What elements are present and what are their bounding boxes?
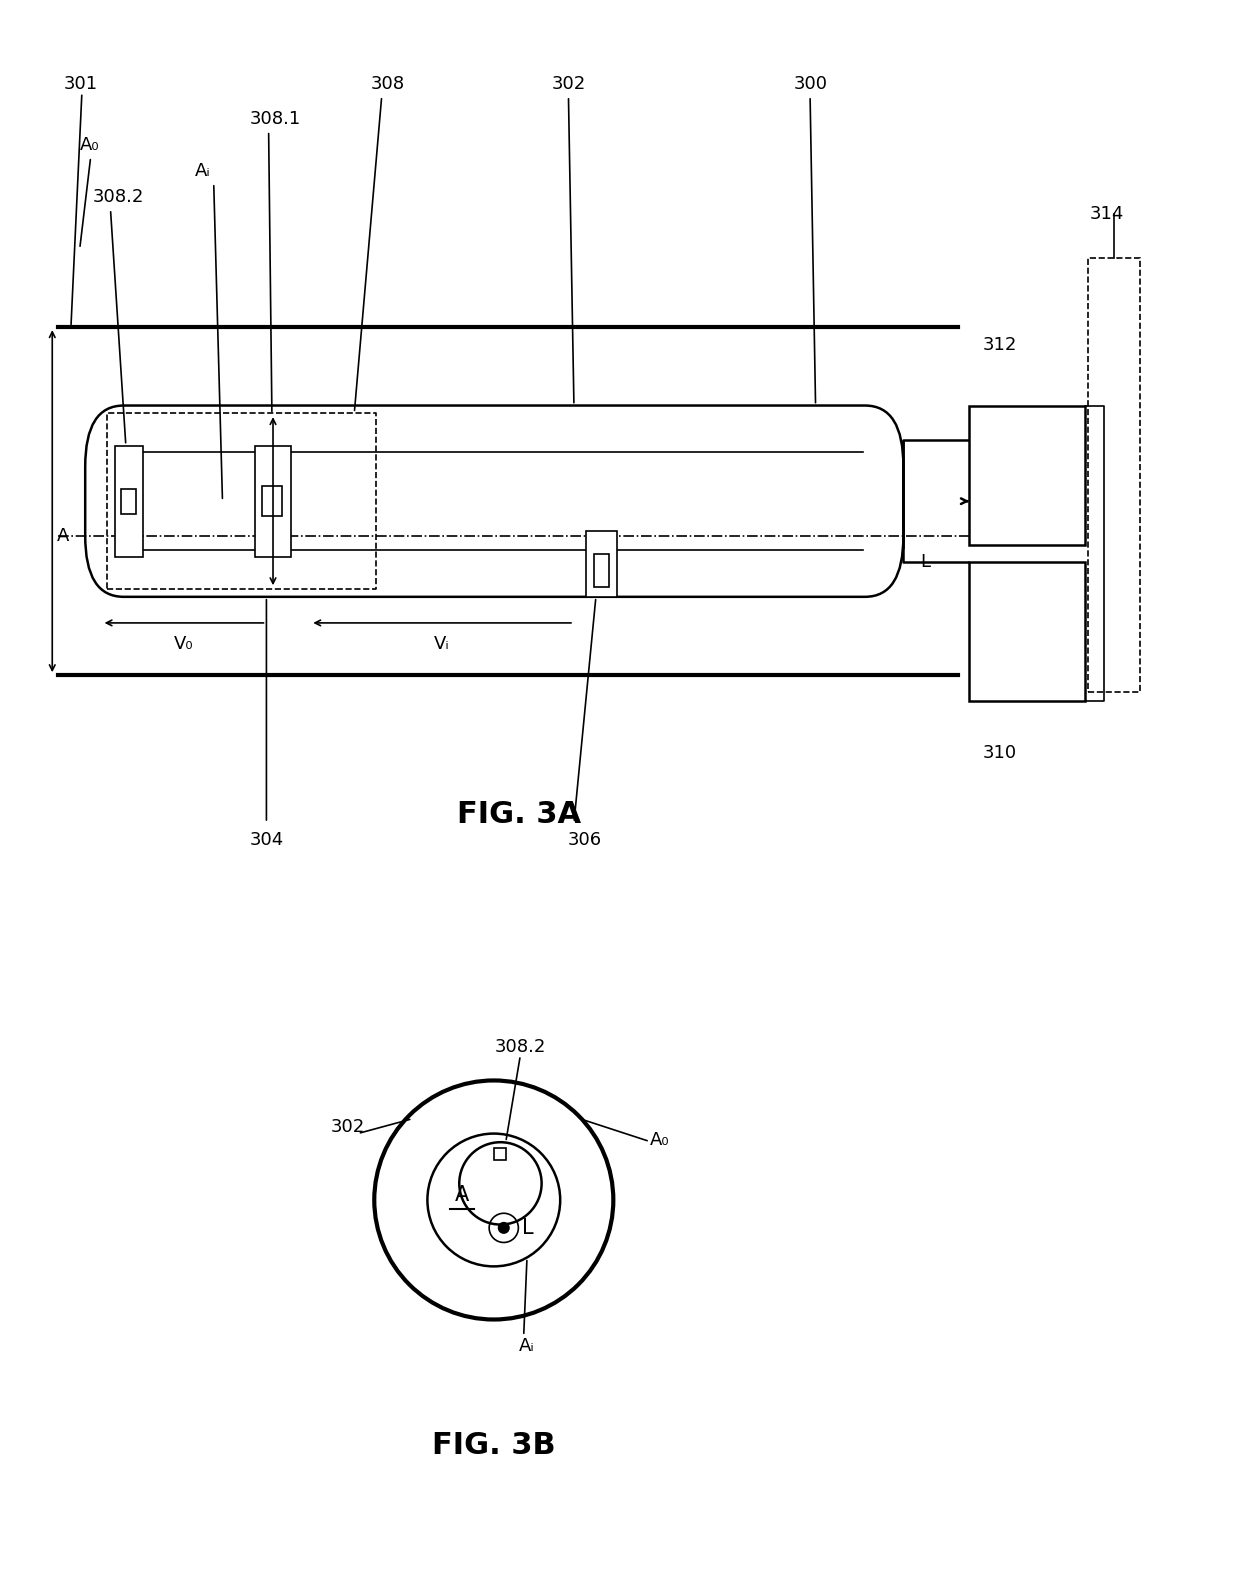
Text: A₀: A₀ bbox=[650, 1132, 670, 1149]
Text: 308.2: 308.2 bbox=[93, 188, 144, 206]
Bar bbox=[970, 406, 1085, 544]
Text: V₀: V₀ bbox=[175, 636, 193, 653]
Text: 302: 302 bbox=[552, 74, 587, 93]
Bar bbox=[587, 531, 616, 598]
Bar bbox=[495, 1148, 506, 1160]
Text: 308: 308 bbox=[371, 74, 405, 93]
Text: 302: 302 bbox=[331, 1118, 365, 1135]
Text: Aᵢ: Aᵢ bbox=[195, 161, 211, 180]
Text: 304: 304 bbox=[249, 832, 284, 849]
Bar bbox=[120, 489, 136, 514]
Text: A: A bbox=[455, 1184, 469, 1205]
Circle shape bbox=[498, 1222, 510, 1233]
Text: 300: 300 bbox=[794, 74, 827, 93]
Bar bbox=[594, 553, 609, 587]
Text: 301: 301 bbox=[63, 74, 98, 93]
Text: L: L bbox=[522, 1217, 534, 1238]
Text: 314: 314 bbox=[1090, 206, 1123, 223]
FancyBboxPatch shape bbox=[86, 406, 904, 598]
Text: 308.2: 308.2 bbox=[495, 1039, 546, 1056]
Text: A: A bbox=[57, 526, 69, 545]
Bar bbox=[1087, 258, 1140, 692]
Text: FIG. 3A: FIG. 3A bbox=[458, 800, 582, 828]
Bar bbox=[255, 446, 290, 557]
Text: 312: 312 bbox=[982, 335, 1017, 354]
Text: A₀: A₀ bbox=[79, 136, 99, 153]
Text: 306: 306 bbox=[568, 832, 601, 849]
Text: FIG. 3B: FIG. 3B bbox=[432, 1431, 556, 1461]
Text: L: L bbox=[920, 553, 930, 571]
Bar bbox=[970, 563, 1085, 702]
Text: Aᵢ: Aᵢ bbox=[520, 1338, 534, 1355]
Bar bbox=[115, 446, 144, 557]
Text: Vᵢ: Vᵢ bbox=[434, 636, 450, 653]
Bar bbox=[263, 485, 281, 517]
Text: 308.1: 308.1 bbox=[250, 109, 301, 128]
Text: 310: 310 bbox=[982, 745, 1017, 762]
